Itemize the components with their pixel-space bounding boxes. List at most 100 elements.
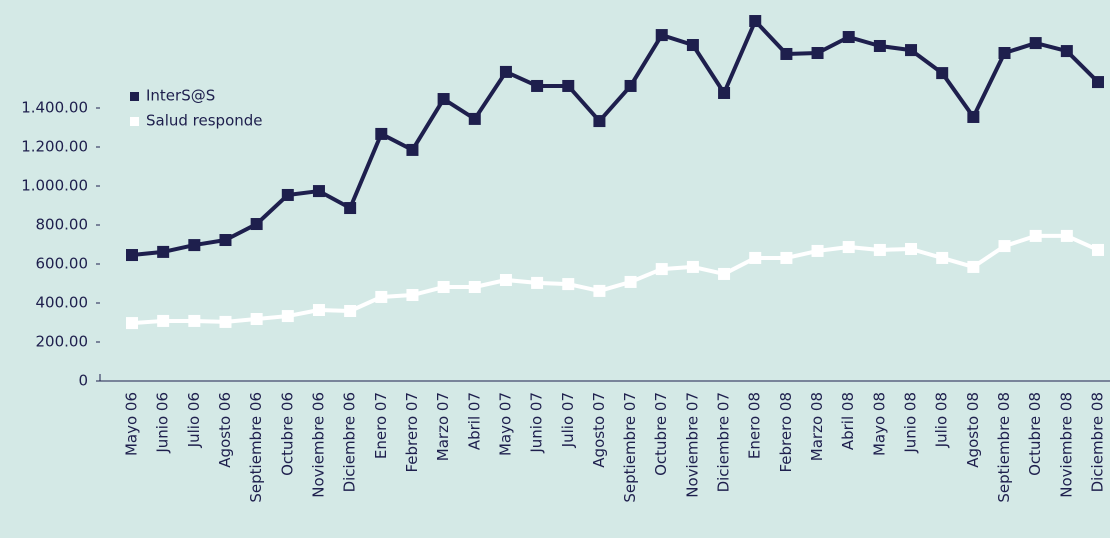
y-tick-label: 1.200.00 — [21, 138, 88, 156]
x-tick-label: Mayo 08 — [870, 392, 888, 456]
point-marker — [749, 251, 762, 264]
point-marker — [219, 315, 232, 328]
x-tick-label: Julio 06 — [185, 392, 203, 448]
point-marker — [842, 241, 855, 254]
point-marker — [281, 310, 294, 323]
x-tick-label: Noviembre 08 — [1057, 392, 1075, 498]
x-tick-label: Agosto 08 — [964, 392, 982, 468]
y-tick-label: 1.400.00 — [21, 99, 88, 117]
legend-swatch — [130, 117, 139, 126]
point-marker — [562, 79, 575, 92]
point-marker — [312, 304, 325, 317]
point-marker — [1060, 229, 1073, 242]
point-marker — [718, 86, 731, 99]
point-marker — [998, 47, 1011, 60]
point-marker — [811, 47, 824, 60]
point-marker — [312, 185, 325, 198]
point-marker — [375, 290, 388, 303]
x-tick-label: Septiembre 07 — [621, 392, 639, 503]
x-tick-label: Abril 07 — [465, 392, 483, 450]
point-marker — [437, 93, 450, 106]
point-marker — [811, 244, 824, 257]
point-marker — [468, 112, 481, 125]
x-tick-label: Agosto 07 — [590, 392, 608, 468]
point-marker — [126, 249, 138, 262]
x-tick-label: Febrero 07 — [403, 392, 421, 473]
point-marker — [780, 47, 793, 60]
point-marker — [1029, 37, 1042, 50]
x-tick-label: Abril 08 — [839, 392, 857, 450]
x-tick-label: Junio 07 — [528, 392, 546, 454]
x-tick-label: Diciembre 07 — [715, 392, 733, 492]
point-marker — [842, 31, 855, 44]
x-tick-label: Julio 08 — [933, 392, 951, 448]
legend-label: Salud responde — [146, 112, 263, 130]
y-tick-label: 800.00 — [36, 216, 89, 234]
point-marker — [499, 65, 512, 78]
y-tick-label: 0 — [78, 372, 88, 390]
legend-label: InterS@S — [146, 87, 215, 105]
point-marker — [686, 260, 699, 273]
point-marker — [406, 143, 419, 156]
x-tick-label: Junio 08 — [902, 392, 920, 454]
point-marker — [188, 239, 201, 252]
y-tick-label: 400.00 — [36, 294, 89, 312]
point-marker — [905, 44, 918, 57]
x-tick-label: Mayo 06 — [123, 392, 141, 456]
y-tick-label: 1.000.00 — [21, 177, 88, 195]
x-tick-label: Diciembre 06 — [341, 392, 359, 492]
point-marker — [250, 312, 263, 325]
point-marker — [593, 115, 606, 128]
x-tick-label: Septiembre 06 — [247, 392, 265, 503]
x-tick-label: Marzo 07 — [434, 392, 452, 461]
y-tick-label: 600.00 — [36, 255, 89, 273]
x-tick-label: Junio 06 — [154, 392, 172, 454]
x-tick-label: Noviembre 06 — [309, 392, 327, 498]
point-marker — [499, 273, 512, 286]
point-marker — [531, 276, 544, 289]
point-marker — [219, 234, 232, 247]
point-marker — [873, 243, 886, 256]
point-marker — [437, 281, 450, 294]
point-marker — [624, 275, 637, 288]
point-marker — [936, 251, 949, 264]
x-tick-label: Octubre 06 — [278, 392, 296, 476]
x-tick-label: Octubre 07 — [652, 392, 670, 476]
point-marker — [624, 79, 637, 92]
point-marker — [998, 240, 1011, 253]
point-marker — [1060, 45, 1073, 58]
point-marker — [1092, 243, 1104, 256]
point-marker — [157, 245, 170, 258]
point-marker — [344, 304, 357, 317]
x-tick-label: Marzo 08 — [808, 392, 826, 461]
point-marker — [250, 218, 263, 231]
x-tick-label: Febrero 08 — [777, 392, 795, 473]
point-marker — [188, 314, 201, 327]
point-marker — [562, 278, 575, 291]
x-tick-label: Agosto 06 — [216, 392, 234, 468]
point-marker — [1092, 76, 1104, 89]
point-marker — [157, 314, 170, 327]
point-marker — [655, 29, 668, 42]
point-marker — [126, 317, 138, 330]
point-marker — [406, 289, 419, 302]
point-marker — [344, 202, 357, 215]
point-marker — [718, 267, 731, 280]
x-tick-label: Octubre 08 — [1026, 392, 1044, 476]
point-marker — [873, 39, 886, 52]
x-tick-label: Septiembre 08 — [995, 392, 1013, 503]
legend-swatch — [130, 92, 139, 101]
point-marker — [780, 251, 793, 264]
x-tick-label: Enero 08 — [746, 392, 764, 459]
y-tick-label: 200.00 — [36, 333, 89, 351]
point-marker — [936, 67, 949, 80]
x-tick-label: Enero 07 — [372, 392, 390, 459]
x-tick-label: Julio 07 — [559, 392, 577, 448]
x-tick-label: Diciembre 08 — [1089, 392, 1107, 492]
point-marker — [905, 242, 918, 255]
point-marker — [967, 260, 980, 273]
point-marker — [468, 281, 481, 294]
x-tick-label: Noviembre 07 — [683, 392, 701, 498]
point-marker — [686, 39, 699, 52]
